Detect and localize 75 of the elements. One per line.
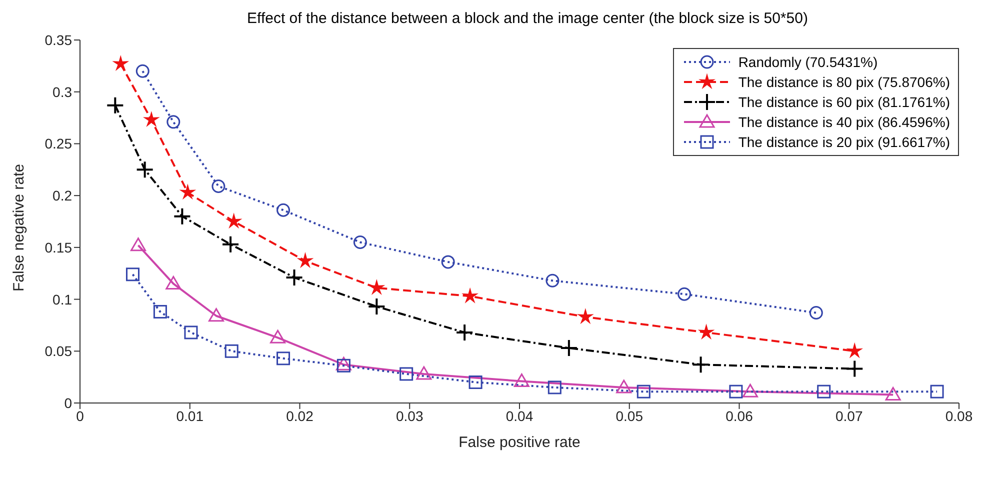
x-tick-label: 0.01 xyxy=(176,408,204,424)
legend-label: Randomly (70.5431%) xyxy=(738,53,878,72)
point xyxy=(298,253,312,268)
point xyxy=(729,384,743,398)
point xyxy=(212,179,226,193)
x-tick-label: 0.02 xyxy=(286,408,314,424)
point xyxy=(468,376,482,390)
y-tick-label: 0.1 xyxy=(52,291,72,308)
point xyxy=(270,330,286,344)
point xyxy=(106,96,124,114)
point xyxy=(113,56,128,70)
point xyxy=(847,344,862,358)
point xyxy=(353,235,367,249)
point xyxy=(144,112,159,126)
chart-title: Effect of the distance between a block and the image center (the block size is 50*50) xyxy=(246,10,809,27)
point xyxy=(809,306,823,320)
point xyxy=(136,160,154,179)
point xyxy=(456,323,474,342)
point xyxy=(616,380,632,394)
point xyxy=(692,356,710,374)
point xyxy=(930,384,944,398)
point xyxy=(742,384,758,398)
point xyxy=(370,280,384,294)
point xyxy=(368,298,386,316)
y-axis-title: False negative rate xyxy=(10,164,28,292)
point xyxy=(885,386,901,400)
y-tick-label: 0.05 xyxy=(44,343,72,360)
point xyxy=(416,366,432,380)
point xyxy=(130,238,146,252)
y-tick-label: 0 xyxy=(64,394,72,411)
y-tick-label: 0.25 xyxy=(44,136,72,152)
point xyxy=(276,352,290,366)
point xyxy=(126,268,140,282)
point xyxy=(285,268,304,287)
legend-label: The distance is 40 pix (86.4596%) xyxy=(738,113,950,132)
point xyxy=(153,304,167,318)
x-tick-label: 0.04 xyxy=(506,408,534,424)
point xyxy=(166,276,182,290)
x-tick-label: 0 xyxy=(76,408,84,424)
point xyxy=(222,235,240,254)
legend-label: The distance is 20 pix (91.6617%) xyxy=(738,133,950,152)
x-tick-label: 0.07 xyxy=(836,408,863,424)
point xyxy=(441,255,455,269)
y-tick-label: 0.3 xyxy=(52,84,72,100)
point xyxy=(173,207,192,226)
point xyxy=(180,184,195,199)
legend-label: The distance is 60 pix (81.1761%) xyxy=(738,93,950,112)
x-axis-title: False positive rate xyxy=(458,434,580,451)
point xyxy=(462,288,478,302)
point xyxy=(400,367,414,381)
y-tick-label: 0.15 xyxy=(44,239,72,256)
point xyxy=(514,373,530,387)
y-tick-label: 0.2 xyxy=(52,188,72,204)
point xyxy=(578,309,593,324)
x-tick-label: 0.08 xyxy=(945,408,973,424)
legend-label: The distance is 80 pix (75.8706%) xyxy=(738,73,950,92)
point xyxy=(546,274,560,288)
point xyxy=(678,287,692,301)
point xyxy=(184,326,198,340)
point xyxy=(548,380,562,394)
point xyxy=(846,360,864,378)
x-tick-label: 0.05 xyxy=(616,408,644,424)
point xyxy=(276,203,290,217)
x-tick-label: 0.06 xyxy=(726,408,754,424)
x-tick-label: 0.03 xyxy=(396,408,424,424)
point xyxy=(226,214,241,228)
point xyxy=(166,115,180,129)
point xyxy=(560,339,578,358)
point xyxy=(136,64,150,78)
point xyxy=(224,344,238,358)
y-tick-label: 0.35 xyxy=(44,32,72,48)
point xyxy=(699,324,714,339)
point xyxy=(636,384,650,398)
point xyxy=(208,308,224,322)
point xyxy=(817,384,831,398)
